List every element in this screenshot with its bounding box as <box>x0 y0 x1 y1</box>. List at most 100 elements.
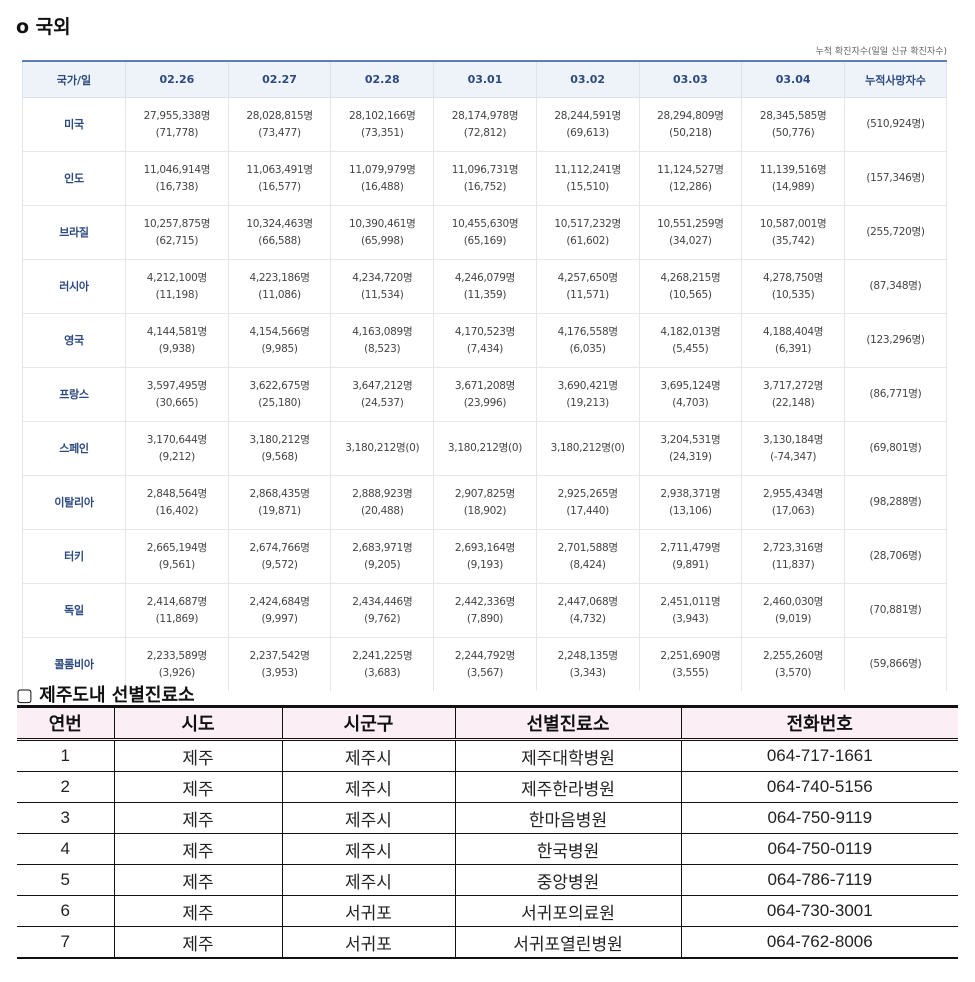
cumulative-cases: 3,180,212명(0) <box>550 442 625 454</box>
daily-new-cases: (15,510) <box>566 180 609 193</box>
daily-new-cases: (6,035) <box>569 342 606 355</box>
case-cell: 2,938,371명 (13,106) <box>638 475 743 530</box>
case-cell: 3,180,212명 (9,568) <box>227 421 332 476</box>
case-cell: 2,683,971명 (9,205) <box>330 529 435 584</box>
case-cell: 2,248,135명 (3,343) <box>535 637 640 691</box>
cumulative-cases: 2,674,766명 <box>249 541 310 554</box>
cumulative-cases: 3,180,212명 <box>249 433 310 446</box>
daily-new-cases: (50,218) <box>669 126 712 139</box>
case-cell: 2,244,792명 (3,567) <box>433 637 537 691</box>
daily-new-cases: (3,570) <box>775 666 812 679</box>
case-cell: 2,955,434명 (17,063) <box>741 475 845 530</box>
phone-number: 064-750-0119 <box>680 833 958 865</box>
cumulative-cases: 2,237,542명 <box>249 649 310 662</box>
daily-new-cases: (20,488) <box>360 504 404 517</box>
cumulative-deaths: (70,881명) <box>844 583 947 638</box>
daily-new-cases: (9,561) <box>158 558 195 571</box>
cumulative-cases: 3,622,675명 <box>249 379 310 392</box>
table-header-row: 국가/일 02.26 02.27 02.28 03.01 03.02 03.03 03.04 누… <box>22 60 947 98</box>
country-name: 미국 <box>22 97 126 152</box>
daily-new-cases: (9,212) <box>158 450 195 463</box>
daily-new-cases: (3,343) <box>569 666 606 679</box>
phone-number: 064-740-5156 <box>680 771 958 803</box>
row-number: 7 <box>17 926 114 959</box>
daily-new-cases: (9,205) <box>364 558 401 571</box>
table-row: 영국 4,144,581명 (9,938) 4,154,566명 (9,985) 4,16… <box>22 313 947 368</box>
case-cell: 4,223,186명 (11,086) <box>227 259 332 314</box>
country-name: 이탈리아 <box>22 475 126 530</box>
daily-new-cases: (72,812) <box>463 126 507 139</box>
case-cell: 28,345,585명 (50,776) <box>741 97 845 152</box>
case-cell: 2,447,068명 (4,732) <box>535 583 640 638</box>
case-cell: 3,695,124명 (4,703) <box>638 367 743 422</box>
cumulative-cases: 3,180,212명(0) <box>447 442 522 454</box>
daily-new-cases: (65,998) <box>360 234 404 247</box>
province: 제주 <box>113 864 282 896</box>
cumulative-cases: 10,455,630명 <box>451 217 519 230</box>
row-number: 4 <box>17 833 114 865</box>
case-cell: 2,451,011명 (3,943) <box>638 583 743 638</box>
case-cell: 3,204,531명 (24,319) <box>638 421 743 476</box>
case-cell: 11,079,979명 (16,488) <box>330 151 435 206</box>
overseas-cases-table: 국가/일 02.26 02.27 02.28 03.01 03.02 03.03 03.04 누… <box>22 60 947 691</box>
phone-number: 064-717-1661 <box>680 739 958 772</box>
table-row: 인도 11,046,914명 (16,738) 11,063,491명 (16,577)… <box>22 151 947 206</box>
case-cell: 11,112,241명 (15,510) <box>535 151 640 206</box>
cumulative-deaths: (123,296명) <box>844 313 947 368</box>
case-cell: 4,176,558명 (6,035) <box>535 313 640 368</box>
cumulative-cases: 3,671,208명 <box>454 379 516 392</box>
daily-new-cases: (3,683) <box>364 666 401 679</box>
case-cell: 3,690,421명 (19,213) <box>535 367 640 422</box>
case-cell: 11,063,491명 (16,577) <box>227 151 332 206</box>
table-row: 4 제주 제주시 한국병원 064-750-0119 <box>17 833 958 865</box>
case-cell: 11,096,731명 (16,752) <box>433 151 537 206</box>
table-row: 독일 2,414,687명 (11,869) 2,424,684명 (9,997) 2,4… <box>22 583 947 638</box>
cumulative-deaths: (86,771명) <box>844 367 947 422</box>
row-number: 3 <box>17 802 114 834</box>
daily-new-cases: (9,997) <box>261 612 298 625</box>
cumulative-cases: 10,390,461명 <box>349 217 416 230</box>
cumulative-cases: 28,345,585명 <box>759 109 827 122</box>
cumulative-cases: 28,102,166명 <box>349 109 416 122</box>
daily-new-cases: (9,019) <box>775 612 812 625</box>
case-cell: 4,212,100명 (11,198) <box>125 259 229 314</box>
cumulative-deaths: (255,720명) <box>844 205 947 260</box>
daily-new-cases: (17,063) <box>771 504 815 517</box>
case-cell: 2,414,687명 (11,869) <box>125 583 229 638</box>
case-cell: 4,144,581명 (9,938) <box>125 313 229 368</box>
daily-new-cases: (11,198) <box>155 288 199 301</box>
case-cell: 4,188,404명 (6,391) <box>741 313 845 368</box>
clinic-name: 서귀포열린병원 <box>454 926 681 959</box>
overseas-section-title: o 국외 <box>16 16 71 38</box>
daily-new-cases: (11,534) <box>360 288 404 301</box>
cumulative-cases: 2,701,588명 <box>557 541 618 554</box>
country-name: 영국 <box>22 313 126 368</box>
case-cell: 2,848,564명 (16,402) <box>125 475 229 530</box>
daily-new-cases: (16,488) <box>360 180 404 193</box>
daily-new-cases: (23,996) <box>463 396 507 409</box>
case-cell: 2,442,336명 (7,890) <box>433 583 537 638</box>
column-header: 누적사망자수 <box>844 60 947 98</box>
cumulative-deaths: (510,924명) <box>844 97 947 152</box>
cumulative-cases: 4,154,566명 <box>249 325 310 338</box>
cumulative-cases: 4,278,750명 <box>763 271 824 284</box>
daily-new-cases: (16,752) <box>463 180 507 193</box>
daily-new-cases: (13,106) <box>669 504 712 517</box>
daily-new-cases: (3,926) <box>158 666 195 679</box>
daily-new-cases: (11,869) <box>155 612 199 625</box>
cumulative-cases: 11,046,914명 <box>143 163 211 176</box>
province: 제주 <box>113 926 282 959</box>
case-cell: 10,257,875명 (62,715) <box>125 205 229 260</box>
country-name: 프랑스 <box>22 367 126 422</box>
table-row: 터키 2,665,194명 (9,561) 2,674,766명 (9,572) 2,68… <box>22 529 947 584</box>
column-header: 02.28 <box>330 60 435 98</box>
country-name: 독일 <box>22 583 126 638</box>
daily-new-cases: (9,985) <box>261 342 298 355</box>
cumulative-cases: 4,246,079명 <box>454 271 516 284</box>
table-row: 러시아 4,212,100명 (11,198) 4,223,186명 (11,086) 4… <box>22 259 947 314</box>
jeju-clinics-table: 연번 시도 시군구 선별진료소 전화번호 1 제주 제주시 제주대학병원 064-717-166… <box>17 705 958 959</box>
case-cell: 3,717,272명 (22,148) <box>741 367 845 422</box>
cumulative-deaths: (87,348명) <box>844 259 947 314</box>
daily-new-cases: (3,953) <box>261 666 298 679</box>
daily-new-cases: (19,213) <box>566 396 609 409</box>
